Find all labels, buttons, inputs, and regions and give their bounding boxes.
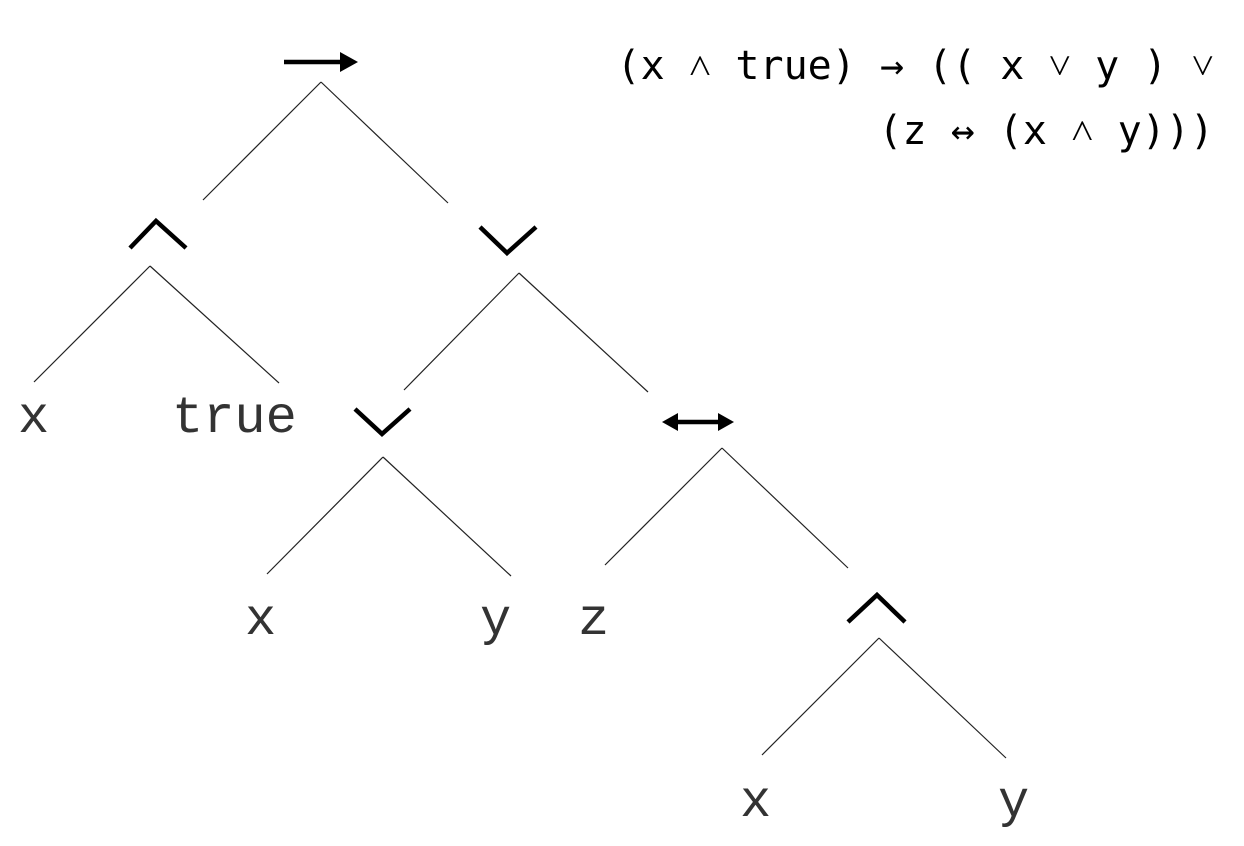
and-operator-icon bbox=[128, 217, 188, 250]
edge-and2-x bbox=[761, 637, 880, 756]
leaf-x: x bbox=[740, 773, 771, 832]
or-operator-icon bbox=[478, 225, 538, 257]
leaf-y: y bbox=[480, 591, 511, 650]
implies-operator-icon bbox=[284, 52, 358, 72]
edge-root-right bbox=[320, 81, 449, 204]
edge-and-true bbox=[149, 265, 280, 384]
inner-and-operator-icon bbox=[846, 591, 907, 624]
formula-line-2: (z ↔ (x ˄ y))) bbox=[878, 108, 1214, 154]
edge-iff-and bbox=[721, 447, 849, 569]
leaf-x: x bbox=[18, 389, 49, 448]
edge-inner-or-x bbox=[266, 456, 384, 575]
edge-root-left bbox=[202, 81, 322, 201]
leaf-z: z bbox=[578, 591, 609, 650]
edge-and-x bbox=[33, 265, 151, 383]
edge-inner-or-y bbox=[382, 456, 512, 577]
edge-and2-y bbox=[878, 637, 1007, 759]
iff-operator-icon bbox=[662, 413, 734, 431]
leaf-y: y bbox=[998, 773, 1029, 832]
formula-line-1: (x ˄ true) → (( x ˅ y ) ˅ bbox=[616, 43, 1214, 89]
edge-iff-z bbox=[604, 447, 723, 566]
tree-edges bbox=[33, 81, 1007, 759]
edge-or-iff bbox=[518, 272, 649, 393]
leaf-x: x bbox=[245, 591, 276, 650]
edge-or-inner-or bbox=[403, 272, 520, 391]
leaf-true: true bbox=[172, 389, 297, 448]
inner-or-operator-icon bbox=[353, 407, 412, 438]
